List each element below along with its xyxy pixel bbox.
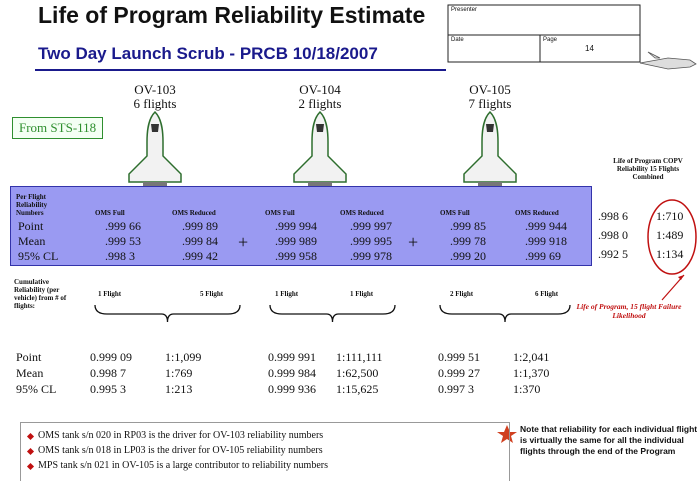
cell: 1:1,099 [165,350,201,365]
column-header: OMS Full [440,209,470,217]
note: Note that reliability for each individua… [520,424,699,457]
row-label: Mean [18,234,45,249]
combined-ratio: 1:489 [656,228,683,243]
combined-reliability: .998 0 [598,228,628,243]
orbiter-name: OV-105 [445,82,535,97]
column-header: OMS Reduced [340,209,384,217]
cell: 0.999 51 [438,350,480,365]
column-header: 2 Flight [450,290,473,298]
cell: .999 69 [525,249,561,264]
cell: .999 53 [105,234,141,249]
operator: + [238,232,248,253]
bullet: OMS tank s/n 018 in LP03 is the driver f… [38,445,323,456]
source-box: From STS-118 [12,117,103,139]
date-label: Date [451,37,464,43]
cumulative-label: Cumulative Reliability (per vehicle) fro… [14,278,74,310]
cell: .999 995 [350,234,392,249]
cell: .999 66 [105,219,141,234]
cell: .999 978 [350,249,392,264]
bullet: OMS tank s/n 020 in RP03 is the driver f… [38,430,323,441]
cell: 1:370 [513,382,540,397]
cell: 1:213 [165,382,192,397]
combined-title: Life of Program COPV Reliability 15 Flig… [608,157,688,181]
cell: .998 3 [105,249,135,264]
cell: .999 997 [350,219,392,234]
per-flight-label: Per Flight Reliability Numbers [16,193,66,217]
orbiter-flights: 7 flights [445,96,535,111]
cell: 1:15,625 [336,382,378,397]
row-label: Point [18,219,43,234]
cell: 0.999 991 [268,350,316,365]
operator: + [408,232,418,253]
cell: 0.995 3 [90,382,126,397]
column-header: OMS Full [95,209,125,217]
presenter-label: Presenter [451,7,477,13]
row-label: 95% CL [18,249,58,264]
slide: Life of Program Reliability Estimate Two… [0,0,699,481]
cell: .999 78 [450,234,486,249]
column-header: 5 Flight [200,290,223,298]
cell: 1:1,370 [513,366,549,381]
annotation: Life of Program, 15 flight Failure Likel… [566,302,692,320]
cell: 1:111,111 [336,350,383,365]
cell: 1:62,500 [336,366,378,381]
cell: 0.999 27 [438,366,480,381]
orbiter-name: OV-104 [275,82,365,97]
combined-reliability: .992 5 [598,247,628,262]
cell: .999 42 [182,249,218,264]
combined-reliability: .998 6 [598,209,628,224]
row-label: Mean [16,366,43,381]
bullet: MPS tank s/n 021 in OV-105 is a large co… [38,460,328,471]
braces [95,305,570,322]
cell: .999 958 [275,249,317,264]
column-header: OMS Full [265,209,295,217]
row-label: 95% CL [16,382,56,397]
cell: 0.999 984 [268,366,316,381]
cell: .999 84 [182,234,218,249]
column-header: 1 Flight [350,290,373,298]
column-header: OMS Reduced [172,209,216,217]
cell: .999 85 [450,219,486,234]
cell: .999 89 [182,219,218,234]
shuttle-icons [129,112,516,194]
orbiter-flights: 2 flights [275,96,365,111]
cell: .999 20 [450,249,486,264]
cell: .999 944 [525,219,567,234]
cell: 1:769 [165,366,192,381]
cell: 0.997 3 [438,382,474,397]
subtitle: Two Day Launch Scrub - PRCB 10/18/2007 [38,44,378,64]
cell: 0.999 936 [268,382,316,397]
orbiter-flights: 6 flights [110,96,200,111]
title: Life of Program Reliability Estimate [38,2,425,29]
cell: .999 994 [275,219,317,234]
cell: .999 918 [525,234,567,249]
page-label: Page [543,37,557,43]
column-header: 6 Flight [535,290,558,298]
column-header: 1 Flight [98,290,121,298]
cell: 0.999 09 [90,350,132,365]
cell: 0.998 7 [90,366,126,381]
combined-ratio: 1:134 [656,247,683,262]
orbiter-name: OV-103 [110,82,200,97]
page-number: 14 [585,44,594,53]
column-header: OMS Reduced [515,209,559,217]
cell: .999 989 [275,234,317,249]
column-header: 1 Flight [275,290,298,298]
combined-ratio: 1:710 [656,209,683,224]
row-label: Point [16,350,41,365]
cell: 1:2,041 [513,350,549,365]
